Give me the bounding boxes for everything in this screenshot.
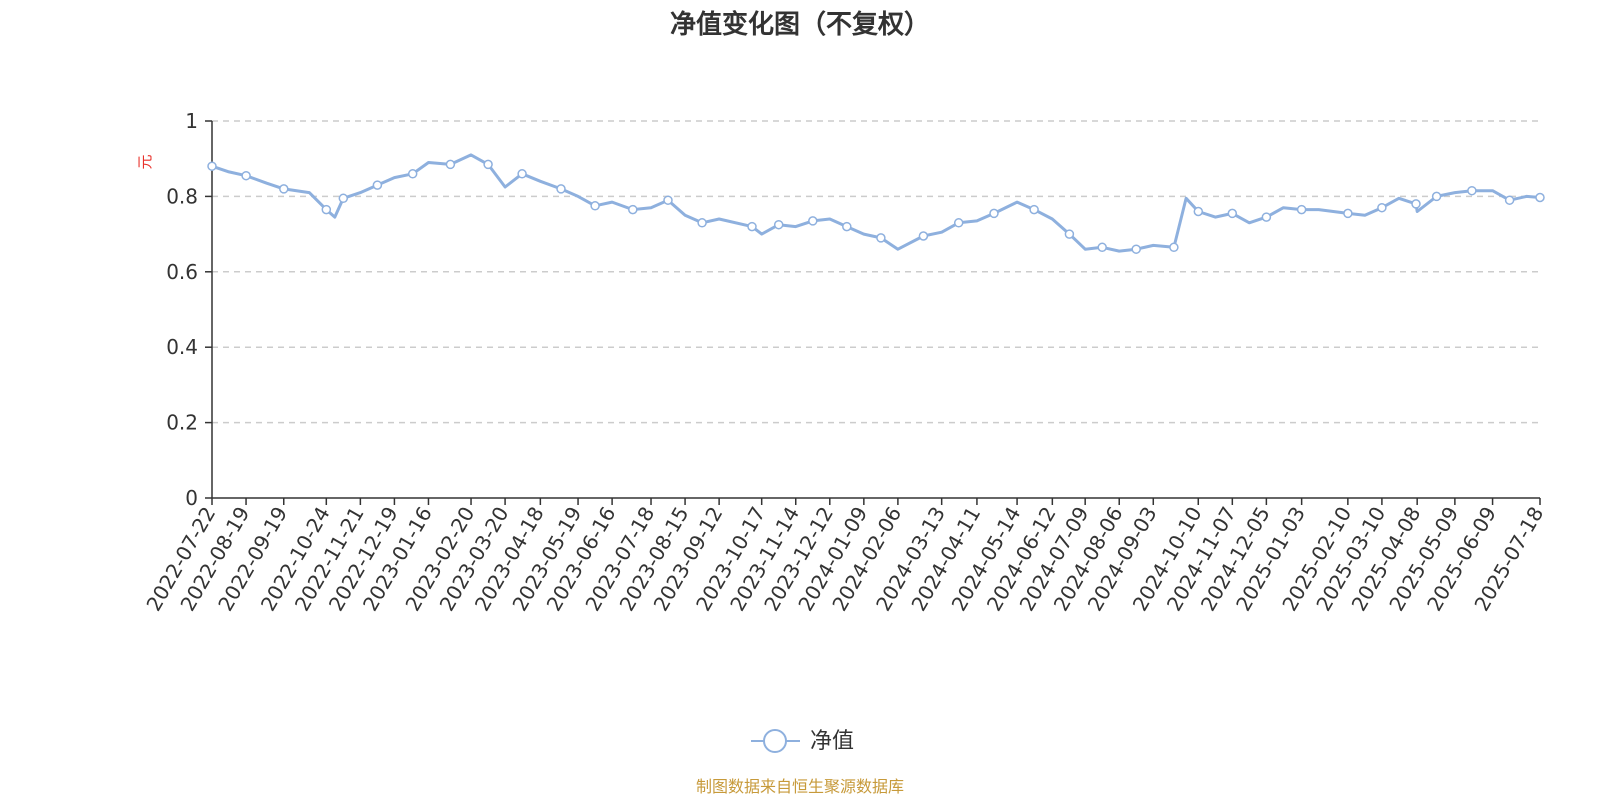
- data-point[interactable]: [842, 221, 852, 232]
- grid-lines: [212, 120, 1540, 424]
- data-point[interactable]: [918, 231, 929, 241]
- data-point[interactable]: [1029, 204, 1039, 215]
- data-point[interactable]: [1064, 229, 1075, 239]
- data-source-note: 制图数据来自恒生聚源数据库: [696, 777, 904, 796]
- chart-title: 净值变化图（不复权）: [670, 9, 930, 40]
- data-point[interactable]: [590, 201, 600, 211]
- legend-marker-icon: [763, 729, 787, 753]
- data-point[interactable]: [1431, 191, 1442, 202]
- legend[interactable]: 净值: [751, 729, 854, 754]
- data-point[interactable]: [556, 184, 566, 194]
- data-point[interactable]: [1227, 208, 1238, 219]
- data-point[interactable]: [1261, 212, 1272, 222]
- data-point[interactable]: [628, 204, 638, 215]
- data-point[interactable]: [1467, 185, 1477, 196]
- data-point[interactable]: [1343, 208, 1353, 219]
- y-tick-label: 0.4: [166, 335, 198, 359]
- x-tick-labels: 2022-07-222022-08-192022-09-192022-10-24…: [141, 502, 1548, 615]
- data-point[interactable]: [876, 233, 886, 243]
- y-tick-labels: 0 0.2 0.4 0.6 0.8 1: [166, 109, 198, 510]
- data-point[interactable]: [953, 218, 964, 228]
- y-axis-unit: 元: [136, 154, 154, 169]
- data-point[interactable]: [338, 193, 349, 204]
- data-point[interactable]: [808, 216, 818, 226]
- data-point[interactable]: [407, 169, 418, 179]
- series-points: [207, 159, 1545, 254]
- data-point[interactable]: [989, 208, 999, 219]
- data-point[interactable]: [445, 159, 456, 170]
- data-point[interactable]: [1296, 204, 1307, 215]
- data-point[interactable]: [773, 219, 784, 230]
- data-point[interactable]: [207, 161, 217, 171]
- data-point[interactable]: [279, 184, 289, 194]
- data-point[interactable]: [1193, 206, 1204, 217]
- y-tick-label: 0.2: [166, 411, 198, 435]
- data-point[interactable]: [1535, 192, 1545, 203]
- data-point[interactable]: [483, 159, 493, 170]
- data-point[interactable]: [1131, 244, 1141, 254]
- y-tick-label: 1: [185, 109, 198, 133]
- data-point[interactable]: [697, 218, 707, 228]
- legend-label: 净值: [810, 729, 854, 754]
- y-tick-label: 0.8: [166, 184, 198, 208]
- data-point[interactable]: [241, 170, 251, 181]
- axes: [205, 120, 1541, 505]
- data-point[interactable]: [1169, 242, 1179, 253]
- data-point[interactable]: [372, 180, 383, 190]
- y-tick-label: 0.6: [166, 260, 198, 284]
- data-point[interactable]: [1377, 202, 1387, 213]
- data-point[interactable]: [747, 221, 757, 232]
- data-point[interactable]: [1504, 195, 1515, 205]
- data-point[interactable]: [663, 195, 673, 205]
- data-point[interactable]: [517, 169, 527, 179]
- y-tick-label: 0: [185, 486, 198, 510]
- data-point[interactable]: [1411, 199, 1421, 209]
- data-point[interactable]: [321, 204, 332, 215]
- data-point[interactable]: [1097, 242, 1107, 253]
